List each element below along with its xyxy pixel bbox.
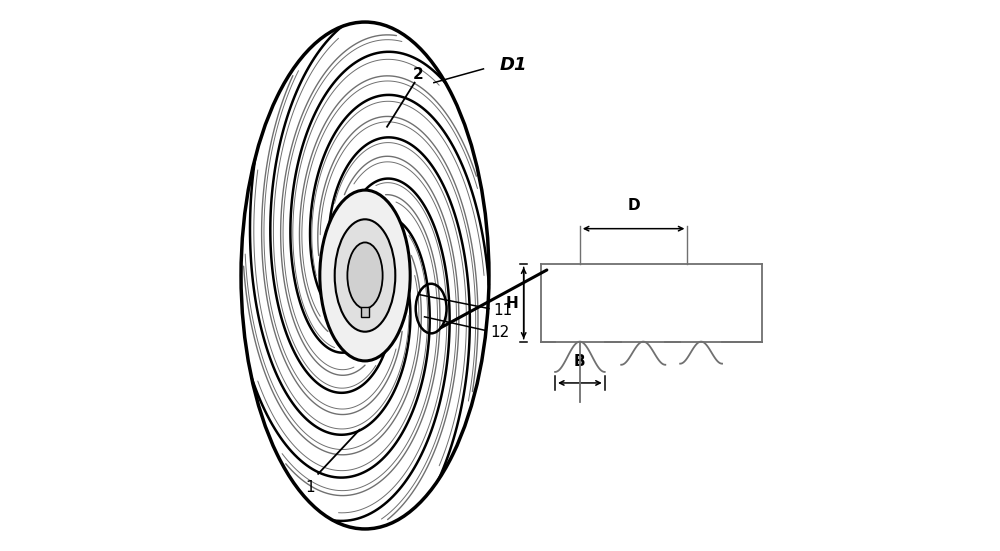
- Ellipse shape: [320, 190, 410, 361]
- Text: D: D: [627, 198, 640, 213]
- Text: B: B: [574, 354, 586, 369]
- Ellipse shape: [347, 242, 383, 309]
- Text: 2: 2: [413, 67, 424, 82]
- Text: H: H: [505, 295, 518, 311]
- Text: 11: 11: [493, 302, 513, 318]
- Text: 1: 1: [305, 480, 315, 495]
- Bar: [361, 307, 369, 317]
- Text: D1: D1: [500, 56, 528, 74]
- Text: 12: 12: [490, 325, 509, 340]
- Ellipse shape: [335, 219, 395, 332]
